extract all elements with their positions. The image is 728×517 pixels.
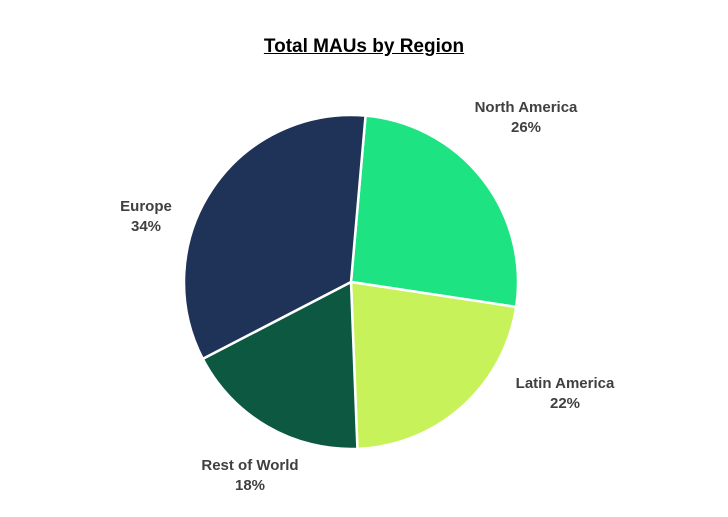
pie-slices <box>182 113 520 451</box>
pie-slice-europe <box>182 113 367 361</box>
chart-title: Total MAUs by Region <box>263 36 465 57</box>
pie-labels: North America 26% Latin America 22% Rest of … <box>120 99 615 494</box>
slice-value-north-america: 26% <box>511 119 541 136</box>
pie-slice-north-america <box>349 114 520 309</box>
slice-label-north-america: North America <box>475 99 578 116</box>
slice-label-latin-america: Latin America <box>516 375 615 392</box>
slice-value-europe: 34% <box>131 218 161 235</box>
slice-value-rest-of-world: 18% <box>235 477 265 494</box>
slice-label-europe: Europe <box>120 198 172 215</box>
slice-value-latin-america: 22% <box>550 395 580 412</box>
pie-slice-latin-america <box>349 280 518 451</box>
pie-slice-rest-of-world <box>201 280 359 451</box>
slice-label-rest-of-world: Rest of World <box>201 457 298 474</box>
